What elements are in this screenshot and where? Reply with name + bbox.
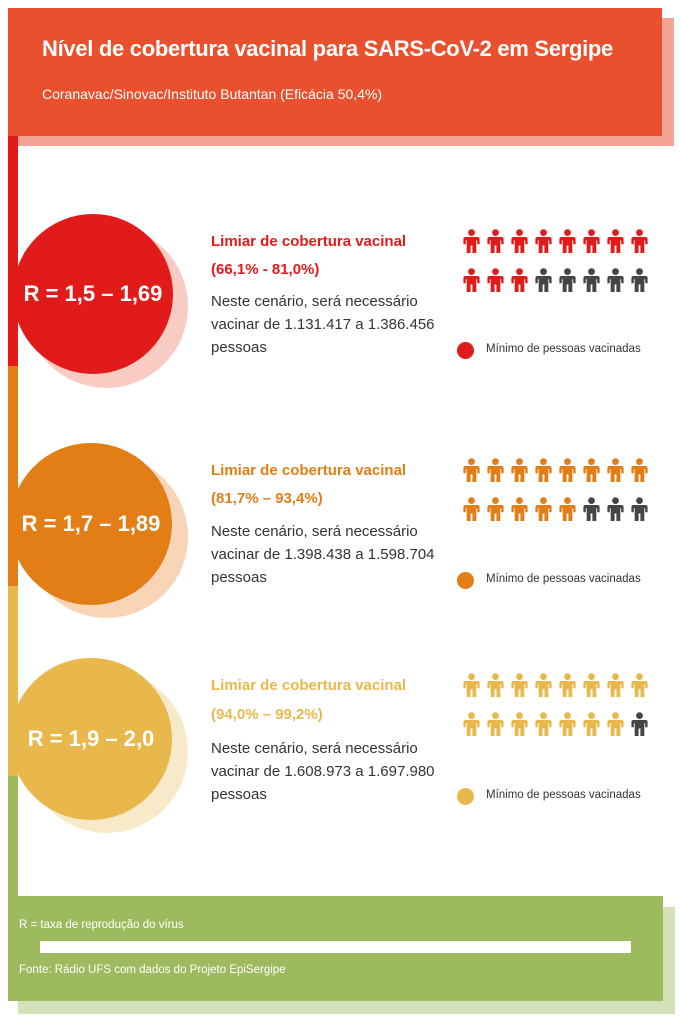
person-icon [583,497,600,521]
person-icon [559,712,576,736]
scenario-1-threshold-title: Limiar de cobertura vacinal [211,233,407,250]
person-icon [583,458,600,482]
scenario-3-legend-label: Mínimo de pessoas vacinadas [486,789,641,801]
person-icon [559,268,576,292]
person-icon [559,497,576,521]
people-row [463,673,648,697]
scenario-2-legend-label: Mínimo de pessoas vacinadas [486,573,641,585]
people-row [463,268,648,292]
person-icon [535,712,552,736]
person-icon [631,497,648,521]
scenario-3-threshold-range: (94,0% – 99,2%) [211,706,323,723]
person-icon [535,673,552,697]
footer-divider-bar [40,941,631,953]
person-icon [487,229,504,253]
person-icon [607,229,624,253]
page-title: Nível de cobertura vacinal para SARS-CoV… [42,36,613,61]
person-icon [583,229,600,253]
page-subtitle: Coranavac/Sinovac/Instituto Butantan (Ef… [42,86,383,102]
person-icon [463,497,480,521]
scenario-1-legend-label: Mínimo de pessoas vacinadas [486,343,641,355]
person-icon [631,229,648,253]
scenario-2-threshold-title: Limiar de cobertura vacinal [211,462,407,479]
person-icon [511,712,528,736]
person-icon [463,673,480,697]
scenario-2-threshold-range: (81,7% – 93,4%) [211,490,323,507]
person-icon [463,229,480,253]
person-icon [631,673,648,697]
person-icon [607,673,624,697]
footer-note: R = taxa de reprodução do vírus [19,919,184,931]
person-icon [607,712,624,736]
scenario-2-r-circle: R = 1,7 – 1,89 [10,443,172,605]
people-row [463,497,648,521]
person-icon [463,268,480,292]
person-icon [631,712,648,736]
scenario-1-description: Neste cenário, será necessário vacinar d… [211,293,435,356]
person-icon [511,268,528,292]
person-icon [607,497,624,521]
person-icon [487,458,504,482]
person-icon [511,497,528,521]
person-icon [583,268,600,292]
person-icon [463,458,480,482]
person-icon [559,229,576,253]
scenario-1-r-circle: R = 1,5 – 1,69 [13,214,173,374]
person-icon [487,712,504,736]
person-icon [607,268,624,292]
scenario-3-legend-dot [457,788,474,805]
person-icon [583,673,600,697]
scenario-3-threshold-title: Limiar de cobertura vacinal [211,677,407,694]
person-icon [487,497,504,521]
footer-source: Fonte: Rádio UFS com dados do Projeto Ep… [19,964,286,976]
scenario-1-threshold-range: (66,1% - 81,0%) [211,261,320,278]
scenario-2-description: Neste cenário, será necessário vacinar d… [211,523,435,586]
person-icon [607,458,624,482]
scenario-3-r-circle: R = 1,9 – 2,0 [10,658,172,820]
scenario-3-people-grid [463,673,648,736]
person-icon [535,229,552,253]
people-row [463,229,648,253]
person-icon [463,712,480,736]
person-icon [559,673,576,697]
person-icon [535,497,552,521]
scenario-1-people-grid [463,229,648,292]
person-icon [631,458,648,482]
person-icon [511,458,528,482]
header-banner [8,8,662,136]
person-icon [487,673,504,697]
person-icon [535,458,552,482]
scenario-2-people-grid [463,458,648,521]
scenario-2-legend-dot [457,572,474,589]
scenario-1-legend-dot [457,342,474,359]
person-icon [511,229,528,253]
person-icon [535,268,552,292]
person-icon [559,458,576,482]
person-icon [583,712,600,736]
person-icon [631,268,648,292]
person-icon [511,673,528,697]
people-row [463,712,648,736]
scenario-3-description: Neste cenário, será necessário vacinar d… [211,740,435,803]
people-row [463,458,648,482]
person-icon [487,268,504,292]
